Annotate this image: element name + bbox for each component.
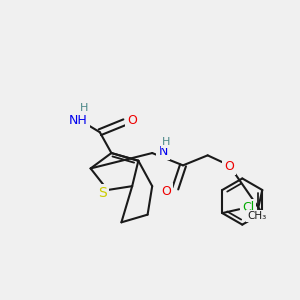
Text: Cl: Cl — [242, 201, 255, 214]
Text: CH₃: CH₃ — [247, 211, 266, 221]
Text: H: H — [80, 103, 88, 113]
Text: O: O — [161, 185, 171, 198]
Text: O: O — [127, 114, 137, 127]
Text: NH: NH — [69, 114, 88, 127]
Text: N: N — [158, 145, 168, 158]
Text: H: H — [162, 137, 170, 147]
Text: S: S — [99, 186, 107, 200]
Text: O: O — [224, 160, 234, 173]
